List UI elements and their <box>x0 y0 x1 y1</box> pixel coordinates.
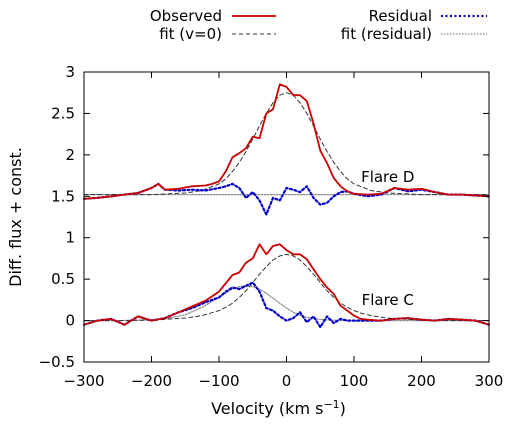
series-observed-flare-d <box>83 83 490 200</box>
x-tick-label: −200 <box>131 372 172 390</box>
y-tick-label: 1 <box>65 229 75 247</box>
legend-label-fit-v-0: fit (v=0) <box>159 25 222 43</box>
x-tick-label: 200 <box>407 372 436 390</box>
series-fit-v-0-flare-d <box>83 92 490 196</box>
annotation-flare-d: Flare D <box>361 168 414 186</box>
y-tick-label: 0.5 <box>51 270 75 288</box>
annotations: Flare D Flare C <box>361 168 414 309</box>
plot-area <box>82 83 491 329</box>
y-tick-label: 2 <box>65 146 75 164</box>
axis-labels: Velocity (km s−1) Diff. flux + const. <box>6 147 346 418</box>
axes: −300 −200 −100 0 100 200 300 −0.5 0 0.5 1 1.5 2 2.5 3 <box>39 63 504 390</box>
y-axis-label: Diff. flux + const. <box>6 147 25 287</box>
series-fit-residual-flare-c <box>83 285 490 322</box>
y-tick-label: 3 <box>65 63 75 81</box>
y-tick-label: −0.5 <box>39 353 75 371</box>
annotation-flare-c: Flare C <box>362 291 414 309</box>
y-tick-label: 2.5 <box>51 104 75 122</box>
x-tick-label: 300 <box>475 372 504 390</box>
series-fit-v-0-flare-c <box>83 253 490 322</box>
x-tick-label: −100 <box>198 372 239 390</box>
legend-label-fit-residual: fit (residual) <box>341 25 432 43</box>
x-tick-label: 0 <box>282 372 292 390</box>
y-tick-label: 0 <box>65 312 75 330</box>
x-tick-label: −300 <box>63 372 104 390</box>
y-tick-label: 1.5 <box>51 187 75 205</box>
series-residual-flare-d <box>82 182 491 216</box>
x-axis-label: Velocity (km s−1) <box>211 398 346 418</box>
x-tick-label: 100 <box>340 372 369 390</box>
legend-label-residual: Residual <box>369 7 432 25</box>
series-observed-flare-c <box>83 243 490 326</box>
legend-label-observed: Observed <box>150 7 222 25</box>
